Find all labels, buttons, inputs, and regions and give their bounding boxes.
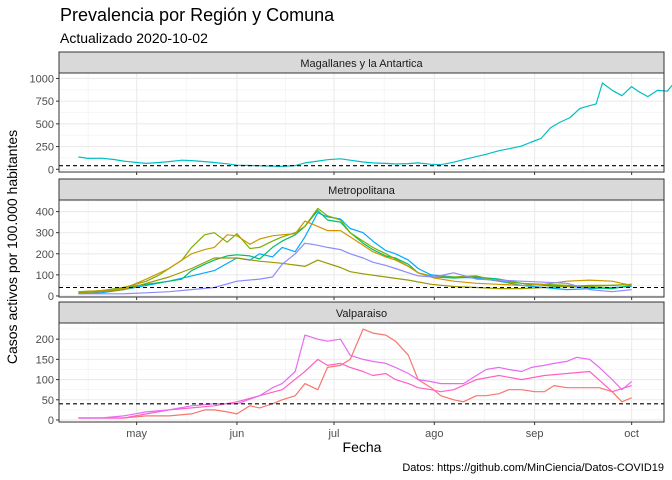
chart-subtitle: Actualizado 2020-10-02 [60,30,208,46]
panel-valparaiso: Valparaiso 0 50 100 150 200 may jun jul ago sep oct [36,301,665,440]
x-tick-label: jul [327,428,339,440]
y-tick-label: 100 [36,375,54,387]
panel-group: Magallanes y la Antartica02505007501000M… [30,51,672,440]
series-line-1 [78,328,632,419]
y-tick-label: 500 [36,119,54,131]
series-line-1 [78,212,632,295]
y-tick-label: 0 [48,164,54,176]
x-tick-label: ago [425,428,443,440]
x-tick-label: oct [624,428,639,440]
data-source-caption: Datos: https://github.com/MinCiencia/Dat… [402,462,664,474]
series-line-1 [78,82,672,167]
x-tick-label: jun [229,428,245,440]
y-tick-label: 400 [36,207,54,219]
y-tick-label: 750 [36,96,54,108]
y-tick-label: 50 [42,395,54,407]
panel-border [58,72,665,173]
panel-strip-label: Valparaiso [336,308,387,320]
y-tick-label: 200 [36,334,54,346]
y-axis-title: Casos activos por 100.000 habitantes [4,130,20,364]
x-axis-title: Fecha [343,439,382,455]
panel-strip-label: Magallanes y la Antartica [300,58,423,70]
chart-title: Prevalencia por Región y Comuna [60,5,335,25]
y-tick-label: 1000 [30,73,54,85]
series-line-6 [78,242,632,295]
series-line-2 [78,209,632,294]
y-tick-label: 300 [36,228,54,240]
x-tick-label: may [126,428,147,440]
series-line-5 [78,220,632,293]
panel-metropolitana: Metropolitana 0 100 200 300 400 [36,178,665,303]
panel-background [59,200,664,297]
y-tick-label: 150 [36,354,54,366]
panel-strip-label: Metropolitana [328,185,396,197]
y-tick-label: 200 [36,249,54,261]
series-line-3 [78,334,632,419]
panel-background [59,73,664,172]
y-tick-label: 0 [48,291,54,303]
panel-magallanes-y-la-antartica: Magallanes y la Antartica 0 250 500 750 1000 [30,51,672,176]
panel-border [58,199,665,298]
panel-border [58,322,665,423]
series-line-2 [78,358,632,419]
x-tick-label: sep [526,428,544,440]
y-tick-label: 250 [36,142,54,154]
series-line-4 [78,257,632,294]
y-tick-label: 0 [48,415,54,427]
y-tick-label: 100 [36,270,54,282]
